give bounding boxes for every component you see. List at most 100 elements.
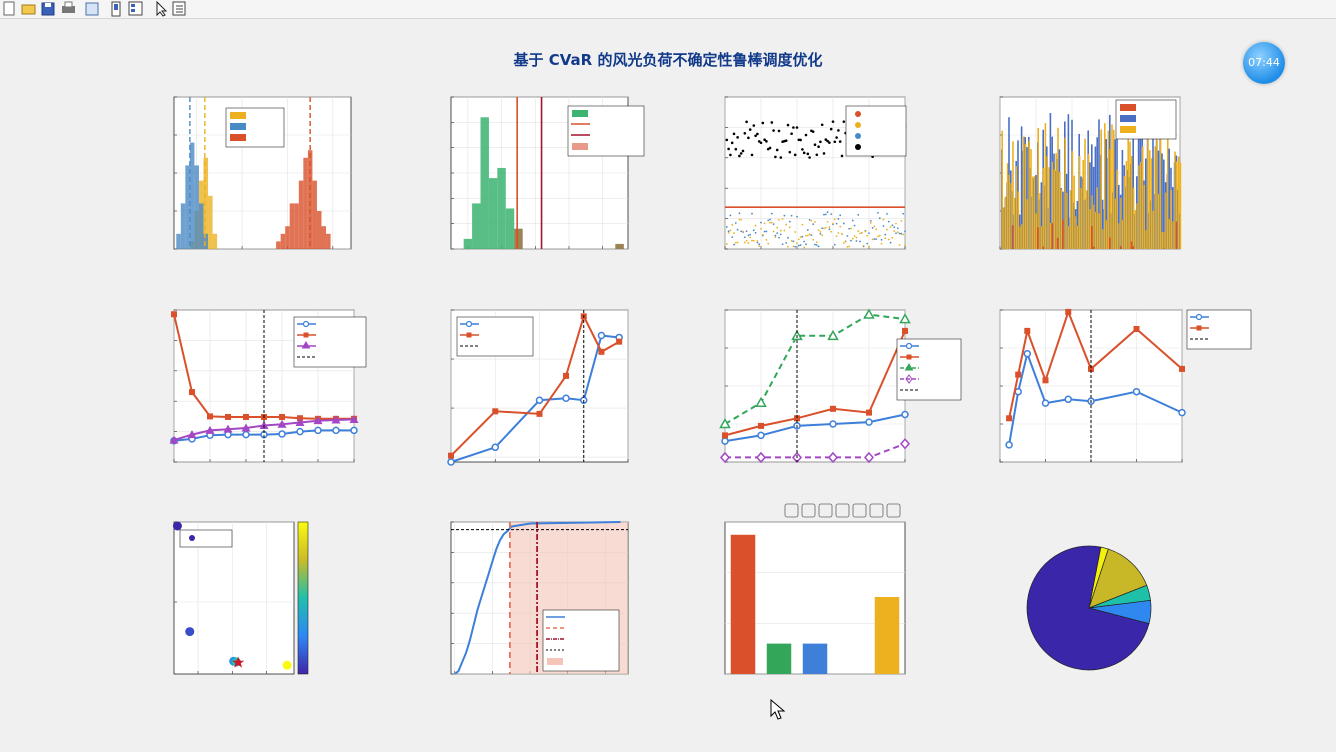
objective-marker (277, 419, 287, 428)
wind-point (855, 240, 858, 242)
load-point (775, 148, 779, 152)
load-point (738, 154, 741, 158)
curtail-wind-bar (1118, 184, 1120, 249)
pan-icon-frame (835, 503, 850, 518)
wind-point (752, 229, 755, 232)
wind-point (896, 227, 899, 230)
home-icon-frame (886, 503, 901, 518)
pie-slice (1088, 548, 1148, 609)
curtail-pv-bar (1021, 224, 1023, 249)
curtail-pv-bar (1003, 207, 1005, 249)
load-point (774, 155, 777, 159)
shortage-bar (1037, 227, 1039, 249)
pv-point (731, 224, 734, 226)
objective-marker (313, 416, 323, 425)
export-icon[interactable] (784, 503, 799, 518)
expected-cost-marker (1005, 441, 1013, 449)
load-point (811, 130, 815, 133)
curtail-pv-bar (1113, 129, 1115, 249)
curtail-wind-bar (1101, 199, 1104, 249)
load-point (772, 129, 775, 132)
curtail-pv-bar (1141, 146, 1144, 249)
curtail-pv-bar (1051, 161, 1054, 249)
load-point (831, 120, 835, 123)
wind-point (828, 228, 831, 231)
pv-point (848, 245, 851, 248)
timer-badge[interactable]: 07:44 (1243, 42, 1285, 84)
load-point (765, 140, 768, 143)
cvar-marker (1042, 377, 1049, 384)
load-point (770, 121, 774, 124)
curtail-pv-bar (1005, 196, 1007, 249)
curtail-pv-bar (1118, 223, 1120, 249)
open-folder-icon[interactable] (21, 4, 36, 15)
load-point (802, 151, 806, 155)
expected-cost-marker (865, 418, 873, 426)
cvar-marker (1015, 371, 1022, 378)
pv-point (790, 239, 793, 242)
curtail-pv-bar (1172, 221, 1174, 249)
chart-scenario-distribution (173, 96, 352, 250)
load-point (829, 127, 833, 131)
cvar-marker (758, 422, 764, 429)
home-icon[interactable] (886, 503, 901, 518)
pv-point (747, 242, 750, 244)
link-icon[interactable] (85, 2, 99, 16)
legend-swatch (855, 111, 861, 117)
legend (293, 316, 367, 368)
load-point (842, 120, 846, 123)
inspector-icon[interactable] (172, 1, 186, 16)
pointer-icon[interactable] (156, 0, 168, 17)
curtail-pv-bar (1138, 165, 1140, 249)
print-icon[interactable] (62, 1, 75, 13)
pv-point (884, 237, 887, 240)
pv-point (814, 221, 816, 223)
histogram-bar (280, 233, 286, 249)
curtail-pv-bar (1064, 137, 1066, 249)
histogram-bar (298, 180, 304, 249)
legend-swatch (1120, 115, 1136, 122)
wind-point (760, 221, 762, 224)
tradeoff-point (172, 521, 182, 531)
brush-icon[interactable] (801, 503, 816, 518)
data-tip-icon[interactable] (818, 503, 833, 518)
histogram-bar (321, 226, 327, 249)
save-icon[interactable] (41, 2, 55, 16)
pv-point (891, 236, 894, 239)
pv-point (817, 229, 820, 232)
pie-slice (1026, 545, 1150, 671)
wind-point (819, 232, 822, 235)
curtail-pv-bar (1147, 120, 1149, 249)
new-file-icon[interactable] (3, 1, 15, 16)
curtail-pv-bar (1098, 213, 1101, 249)
curtail-pv-bar (1037, 127, 1039, 249)
curtail-pv-bar (1140, 161, 1142, 249)
chart-cost-distribution (450, 96, 645, 250)
load-point (748, 128, 752, 131)
load-point (815, 153, 819, 157)
pv-point (866, 234, 869, 237)
legend-marker (465, 320, 473, 328)
histogram-bar (326, 233, 331, 249)
pv-point (770, 221, 773, 224)
cvar-marker (794, 415, 800, 422)
dock-icon[interactable] (111, 1, 121, 17)
pv-point (859, 232, 861, 235)
pan-icon[interactable] (835, 503, 850, 518)
load-point (820, 123, 824, 127)
shortage-rate-marker (755, 451, 767, 464)
curtail-pv-bar (1060, 189, 1063, 249)
legend (179, 529, 233, 548)
load-point (790, 132, 793, 136)
curtail-wind-bar (1132, 115, 1134, 249)
wind-point (727, 230, 730, 233)
cvar-marker (207, 413, 213, 420)
zoom-out-icon[interactable] (869, 503, 884, 518)
zoom-in-icon[interactable] (852, 503, 867, 518)
insert-icon[interactable] (128, 1, 143, 16)
figure-toolbar (0, 0, 1336, 19)
load-point (743, 131, 747, 135)
curtail-pv-bar (1156, 137, 1158, 249)
load-point (745, 120, 748, 124)
bar (766, 643, 792, 674)
